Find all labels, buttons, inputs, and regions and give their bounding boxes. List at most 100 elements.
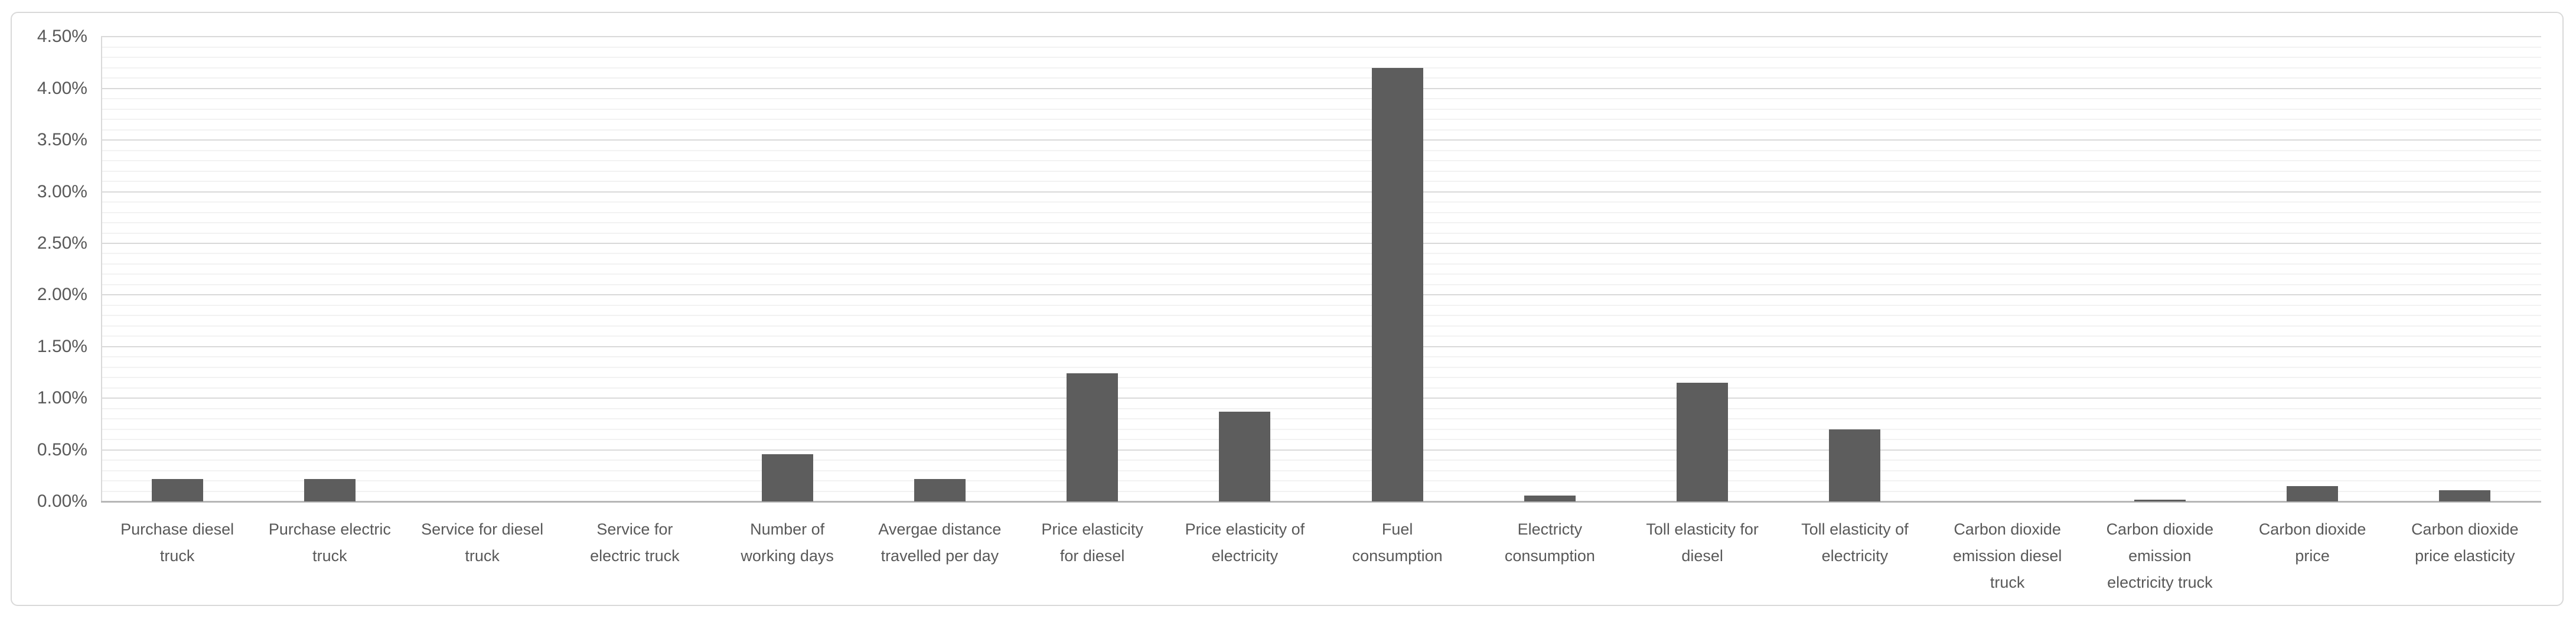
x-axis-label-line: Toll elasticity of [1801, 520, 1909, 538]
x-axis-label-line: Number of [750, 520, 825, 538]
x-axis-label-line: Electricty [1517, 520, 1583, 538]
y-axis-tick-label: 4.00% [37, 78, 87, 98]
minor-gridline [101, 57, 2541, 58]
x-axis-label-line: truck [312, 547, 347, 565]
bar-9 [1371, 67, 1423, 501]
x-axis-category-label: Toll elasticity for diesel [1626, 516, 1779, 569]
x-axis-label-line: truck [465, 547, 500, 565]
minor-gridline [101, 428, 2541, 430]
x-axis-label-line: Carbon dioxide [2106, 520, 2214, 538]
minor-gridline [101, 356, 2541, 358]
x-axis-label-line: Carbon dioxide [2258, 520, 2366, 538]
minor-gridline [101, 304, 2541, 306]
minor-gridline [101, 253, 2541, 255]
x-axis-category-label: Purchase electric truck [253, 516, 406, 569]
x-axis-label-line: Price elasticity of [1185, 520, 1305, 538]
bar-16 [2439, 490, 2491, 501]
minor-gridline [101, 149, 2541, 151]
x-axis-label-line: electricity [1821, 547, 1889, 565]
minor-gridline [101, 67, 2541, 69]
major-gridline [101, 36, 2541, 38]
y-axis-tick-label: 0.50% [37, 439, 87, 460]
minor-gridline [101, 77, 2541, 79]
x-axis-label-line: Service for [596, 520, 673, 538]
x-axis-category-label: Number of working days [711, 516, 863, 569]
minor-gridline [101, 490, 2541, 492]
minor-gridline [101, 460, 2541, 461]
minor-gridline [101, 263, 2541, 265]
bar-12 [1829, 429, 1881, 501]
x-axis-category-label: Fuel consumption [1321, 516, 1473, 569]
minor-gridline [101, 211, 2541, 213]
x-axis-label-line: Price elasticity [1041, 520, 1143, 538]
minor-gridline [101, 108, 2541, 110]
minor-gridline [101, 480, 2541, 482]
bar-10 [1524, 495, 1576, 501]
x-axis-category-label: Electricty consumption [1473, 516, 1626, 569]
x-axis-category-label: Toll elasticity of electricity [1779, 516, 1931, 569]
x-axis-category-label: Carbon dioxide price elasticity [2389, 516, 2541, 569]
minor-gridline [101, 170, 2541, 172]
y-axis-tick-label: 2.50% [37, 233, 87, 253]
x-axis-label-line: Carbon dioxide [1954, 520, 2061, 538]
x-axis-category-label: Carbon dioxide price [2236, 516, 2389, 569]
x-axis-category-label: Price elasticity of electricity [1169, 516, 1321, 569]
minor-gridline [101, 366, 2541, 368]
x-axis-label-line: electricity truck [2107, 574, 2213, 591]
bar-8 [1219, 411, 1271, 501]
y-axis-tick-label: 1.00% [37, 388, 87, 408]
minor-gridline [101, 439, 2541, 441]
major-gridline [101, 294, 2541, 296]
x-axis-category-label: Service for diesel truck [406, 516, 559, 569]
x-axis-label-line: truck [159, 547, 195, 565]
minor-gridline [101, 335, 2541, 337]
x-axis-label-line: for diesel [1059, 547, 1125, 565]
major-gridline [101, 191, 2541, 193]
minor-gridline [101, 325, 2541, 327]
x-axis-label-line: Toll elasticity for [1646, 520, 1759, 538]
x-axis-category-label: Carbon dioxide emission electricity truck [2083, 516, 2236, 596]
x-axis-category-label: Purchase diesel truck [101, 516, 253, 569]
minor-gridline [101, 232, 2541, 234]
x-axis-label-line: Purchase diesel [120, 520, 234, 538]
x-axis-label-line: Purchase electric [268, 520, 391, 538]
x-axis-label-line: diesel [1681, 547, 1723, 565]
x-axis-label-line: working days [741, 547, 834, 565]
x-axis-category-label: Price elasticity for diesel [1016, 516, 1169, 569]
x-axis-label-line: consumption [1504, 547, 1595, 565]
minor-gridline [101, 222, 2541, 224]
chart-frame [11, 12, 2564, 606]
major-gridline [101, 449, 2541, 451]
minor-gridline [101, 284, 2541, 285]
y-axis-tick-label: 4.50% [37, 27, 87, 47]
x-axis-category-label: Service for electric truck [559, 516, 711, 569]
bar-5 [761, 454, 813, 501]
y-axis-tick-label: 2.00% [37, 285, 87, 305]
bar-6 [914, 478, 966, 501]
x-axis-label-line: consumption [1352, 547, 1443, 565]
x-axis-label-line: Service for diesel [421, 520, 544, 538]
y-axis-tick-label: 3.50% [37, 130, 87, 150]
minor-gridline [101, 181, 2541, 183]
minor-gridline [101, 387, 2541, 389]
minor-gridline [101, 160, 2541, 162]
x-axis-label-line: price [2295, 547, 2330, 565]
minor-gridline [101, 98, 2541, 100]
x-axis-category-label: Carbon dioxide emission diesel truck [1931, 516, 2083, 596]
bar-14 [2134, 499, 2186, 501]
x-axis-label-line: truck [1990, 574, 2025, 591]
x-axis-line [101, 501, 2541, 503]
x-axis-label-line: travelled per day [881, 547, 999, 565]
x-axis-label-line: Fuel [1381, 520, 1413, 538]
y-axis-line [101, 37, 102, 501]
major-gridline [101, 139, 2541, 141]
x-axis-label-line: electricity [1211, 547, 1279, 565]
minor-gridline [101, 119, 2541, 120]
bar-7 [1067, 373, 1119, 501]
y-axis-tick-label: 3.00% [37, 181, 87, 201]
major-gridline [101, 346, 2541, 347]
x-axis-label-line: Carbon dioxide [2411, 520, 2519, 538]
bar-2 [304, 478, 356, 501]
major-gridline [101, 398, 2541, 399]
x-axis-label-line: Avergae distance [878, 520, 1002, 538]
